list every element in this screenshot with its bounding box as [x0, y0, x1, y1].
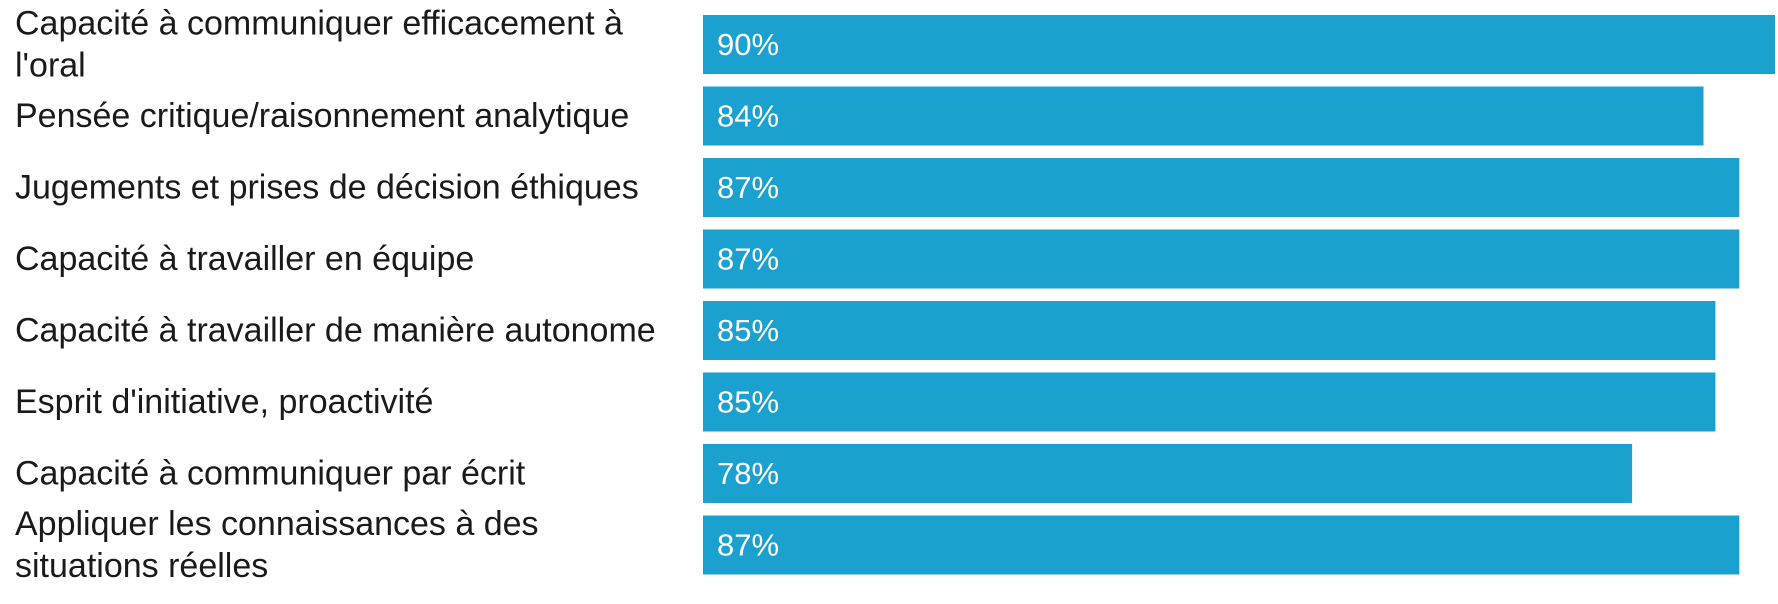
category-label-7: Capacité à communiquer par écrit	[15, 455, 526, 493]
bars	[703, 15, 1775, 575]
value-label-7: 78%	[717, 456, 779, 491]
value-label-1: 90%	[717, 27, 779, 62]
value-label-2: 84%	[717, 99, 779, 134]
category-label-2: Pensée critique/raisonnement analytique	[15, 97, 629, 135]
category-label-5: Capacité à travailler de manière autonom…	[15, 312, 656, 350]
bar-6	[703, 372, 1716, 432]
value-labels: 90% 84% 87% 87% 85% 85% 78% 87%	[717, 27, 779, 563]
category-label-1: Capacité à communiquer efficacement à l'o…	[15, 5, 623, 85]
bar-3	[703, 158, 1740, 217]
value-label-8: 87%	[717, 528, 779, 563]
value-label-4: 87%	[717, 242, 779, 277]
category-label-8: Appliquer les connaissances à des situati…	[15, 505, 539, 585]
bar-4	[703, 229, 1740, 289]
value-label-3: 87%	[717, 170, 779, 205]
value-label-6: 85%	[717, 385, 779, 420]
bar-1	[703, 15, 1775, 74]
category-label-6: Esprit d'initiative, proactivité	[15, 383, 433, 421]
value-label-5: 85%	[717, 313, 779, 348]
bar-2	[703, 86, 1704, 146]
bar-8	[703, 515, 1740, 575]
category-label-4: Capacité à travailler en équipe	[15, 240, 474, 278]
bar-5	[703, 301, 1716, 360]
category-labels: Capacité à communiquer efficacement à l'o…	[15, 5, 656, 586]
bar-7	[703, 444, 1633, 503]
category-label-3: Jugements et prises de décision éthiques	[15, 169, 639, 207]
